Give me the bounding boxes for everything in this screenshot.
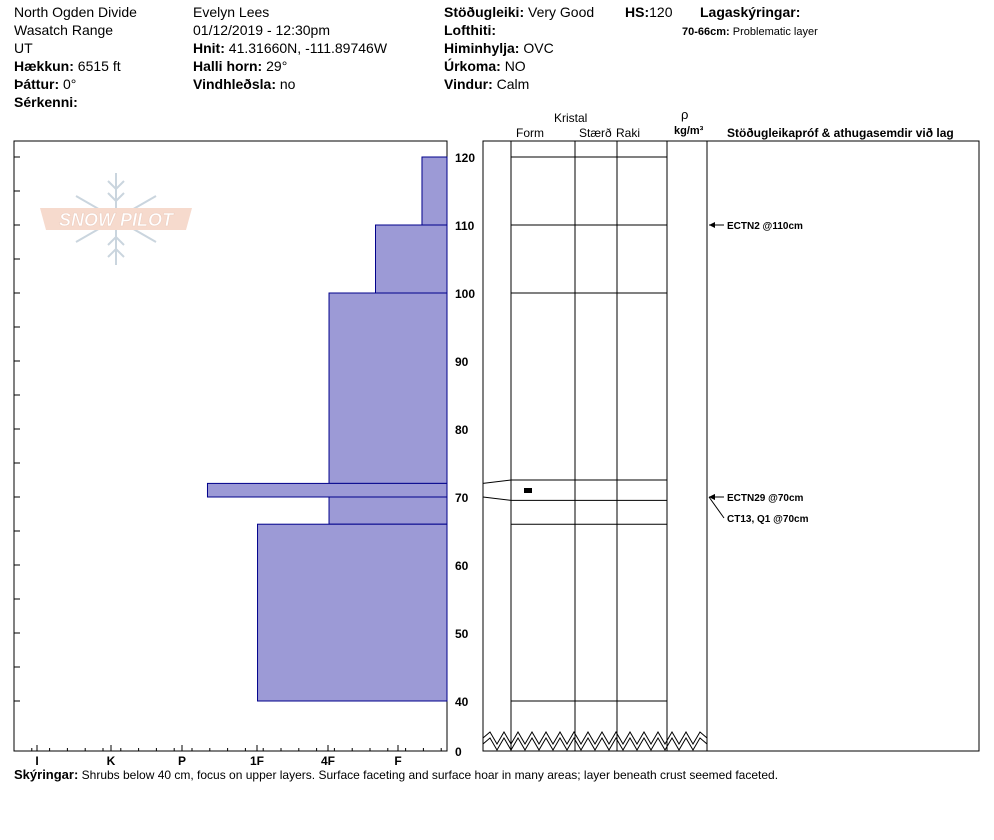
wind-field: Vindur: Calm xyxy=(444,76,529,92)
tests-header: Stöðugleikapróf & athugasemdir við lag xyxy=(727,126,954,140)
layer-notes-label: Lagaskýringar: xyxy=(700,4,801,20)
density-unit-header: kg/m³ xyxy=(674,125,704,137)
moisture-header: Raki xyxy=(616,126,641,140)
logo-text: SNOW PILOT xyxy=(59,210,175,230)
wind-loading-value: no xyxy=(279,76,296,92)
hardness-layer-bar xyxy=(328,292,448,484)
size-header: Stærð xyxy=(579,126,612,140)
air-temp-label: Lofthiti: xyxy=(444,22,497,38)
observer-name: Evelyn Lees xyxy=(193,4,270,20)
slope-value: 29° xyxy=(266,58,288,74)
hardness-layers xyxy=(206,156,448,702)
sky-field: Himinhylja: OVC xyxy=(444,40,554,56)
hardness-layer-bar xyxy=(421,156,448,226)
aspect-label: Þáttur: xyxy=(14,76,60,92)
depth-tick-label: 80 xyxy=(455,423,469,437)
elevation-field: Hækkun: 6515 ft xyxy=(14,58,121,74)
depth-tick-label: 60 xyxy=(455,559,469,573)
coords-value: 41.31660N, -111.89746W xyxy=(228,40,388,56)
comments-label: Skýringar: xyxy=(14,767,79,782)
hardness-layer-bar xyxy=(328,496,448,525)
sky-label: Himinhylja: xyxy=(444,40,520,56)
precip-label: Úrkoma: xyxy=(444,58,501,74)
hardness-tick-label: P xyxy=(178,754,186,768)
wind-loading-label: Vindhleðsla: xyxy=(193,76,276,92)
crystal-header: Kristal xyxy=(554,111,588,125)
depth-tick-label: 120 xyxy=(455,151,475,165)
axis-break-zigzag-bottom xyxy=(482,737,708,751)
comments: Skýringar: Shrubs below 40 cm, focus on … xyxy=(14,767,778,783)
range-name: Wasatch Range xyxy=(14,22,114,38)
slope-label: Halli horn: xyxy=(193,58,263,74)
crystal-form-symbol xyxy=(524,488,532,493)
hardness-tick-label: K xyxy=(107,754,116,768)
hardness-tick-label: F xyxy=(394,754,401,768)
depth-tick-label: 110 xyxy=(455,219,475,233)
sky-value: OVC xyxy=(523,40,554,56)
coords-field: Hnit: 41.31660N, -111.89746W xyxy=(193,40,387,56)
comments-text: Shrubs below 40 cm, focus on upper layer… xyxy=(81,768,779,782)
state-name: UT xyxy=(14,40,33,56)
test-label: ECTN2 @110cm xyxy=(727,221,803,232)
wind-value: Calm xyxy=(496,76,530,92)
depth-tick-label: 40 xyxy=(455,695,469,709)
features-label: Sérkenni: xyxy=(14,94,78,110)
slope-field: Halli horn: 29° xyxy=(193,58,287,74)
hardness-tick-label: 1F xyxy=(250,754,264,768)
stratigraphy-lines xyxy=(482,156,667,702)
stability-field: Stöðugleiki: Very Good xyxy=(444,4,594,20)
hs-value: 120 xyxy=(649,4,673,20)
depth-tick-label: 50 xyxy=(455,627,469,641)
wind-loading-field: Vindhleðsla: no xyxy=(193,76,295,92)
precip-value: NO xyxy=(504,58,526,74)
form-header: Form xyxy=(516,126,544,140)
test-label: CT13, Q1 @70cm xyxy=(727,514,809,525)
depth-tick-label: 90 xyxy=(455,355,469,369)
test-label: ECTN29 @70cm xyxy=(727,493,804,504)
wind-label: Vindur: xyxy=(444,76,493,92)
stability-value: Very Good xyxy=(528,4,595,20)
precip-field: Úrkoma: NO xyxy=(444,58,526,74)
depth-tick-label: 70 xyxy=(455,491,469,505)
elevation-label: Hækkun: xyxy=(14,58,74,74)
aspect-field: Þáttur: 0° xyxy=(14,76,76,92)
coords-label: Hnit: xyxy=(193,40,225,56)
stability-label: Stöðugleiki: xyxy=(444,4,525,20)
location-name: North Ogden Divide xyxy=(14,4,137,20)
hardness-tick-label: 4F xyxy=(321,754,335,768)
rho-header: ρ xyxy=(681,107,689,122)
hs-label: HS: xyxy=(625,4,650,20)
test-arrowhead xyxy=(709,494,715,500)
hardness-axis: I K P 1F 4F F xyxy=(13,745,442,768)
test-arrowhead xyxy=(709,222,715,228)
depth-zero-label: 0 xyxy=(455,745,462,759)
hardness-layer-bar xyxy=(206,482,448,498)
hardness-layer-bar xyxy=(375,224,448,294)
hardness-tick-label: I xyxy=(35,754,38,768)
depth-axis: 120 110 100 90 80 70 60 50 40 xyxy=(455,151,475,709)
layer-connector xyxy=(482,479,512,484)
depth-tick-label: 100 xyxy=(455,287,475,301)
stratigraphy-frame xyxy=(482,140,708,752)
observation-datetime: 01/12/2019 - 12:30pm xyxy=(193,22,330,38)
aspect-value: 0° xyxy=(63,76,77,92)
axis-break-zigzag-top xyxy=(482,731,708,745)
snowpilot-logo: SNOW PILOT xyxy=(40,173,192,265)
test-pointer xyxy=(708,496,725,519)
hardness-layer-bar xyxy=(257,523,448,702)
layer-note-text: Problematic layer xyxy=(732,26,818,38)
elevation-value: 6515 ft xyxy=(77,58,121,74)
layer-connector xyxy=(482,496,512,501)
hs-field: HS:120 xyxy=(625,4,672,20)
layer-note-depth: 70-66cm: xyxy=(682,26,730,38)
layer-note: 70-66cm: Problematic layer xyxy=(682,24,818,40)
stability-tests: ECTN2 @110cm ECTN29 @70cm CT13, Q1 @70cm xyxy=(708,221,809,525)
tests-frame xyxy=(706,140,980,752)
